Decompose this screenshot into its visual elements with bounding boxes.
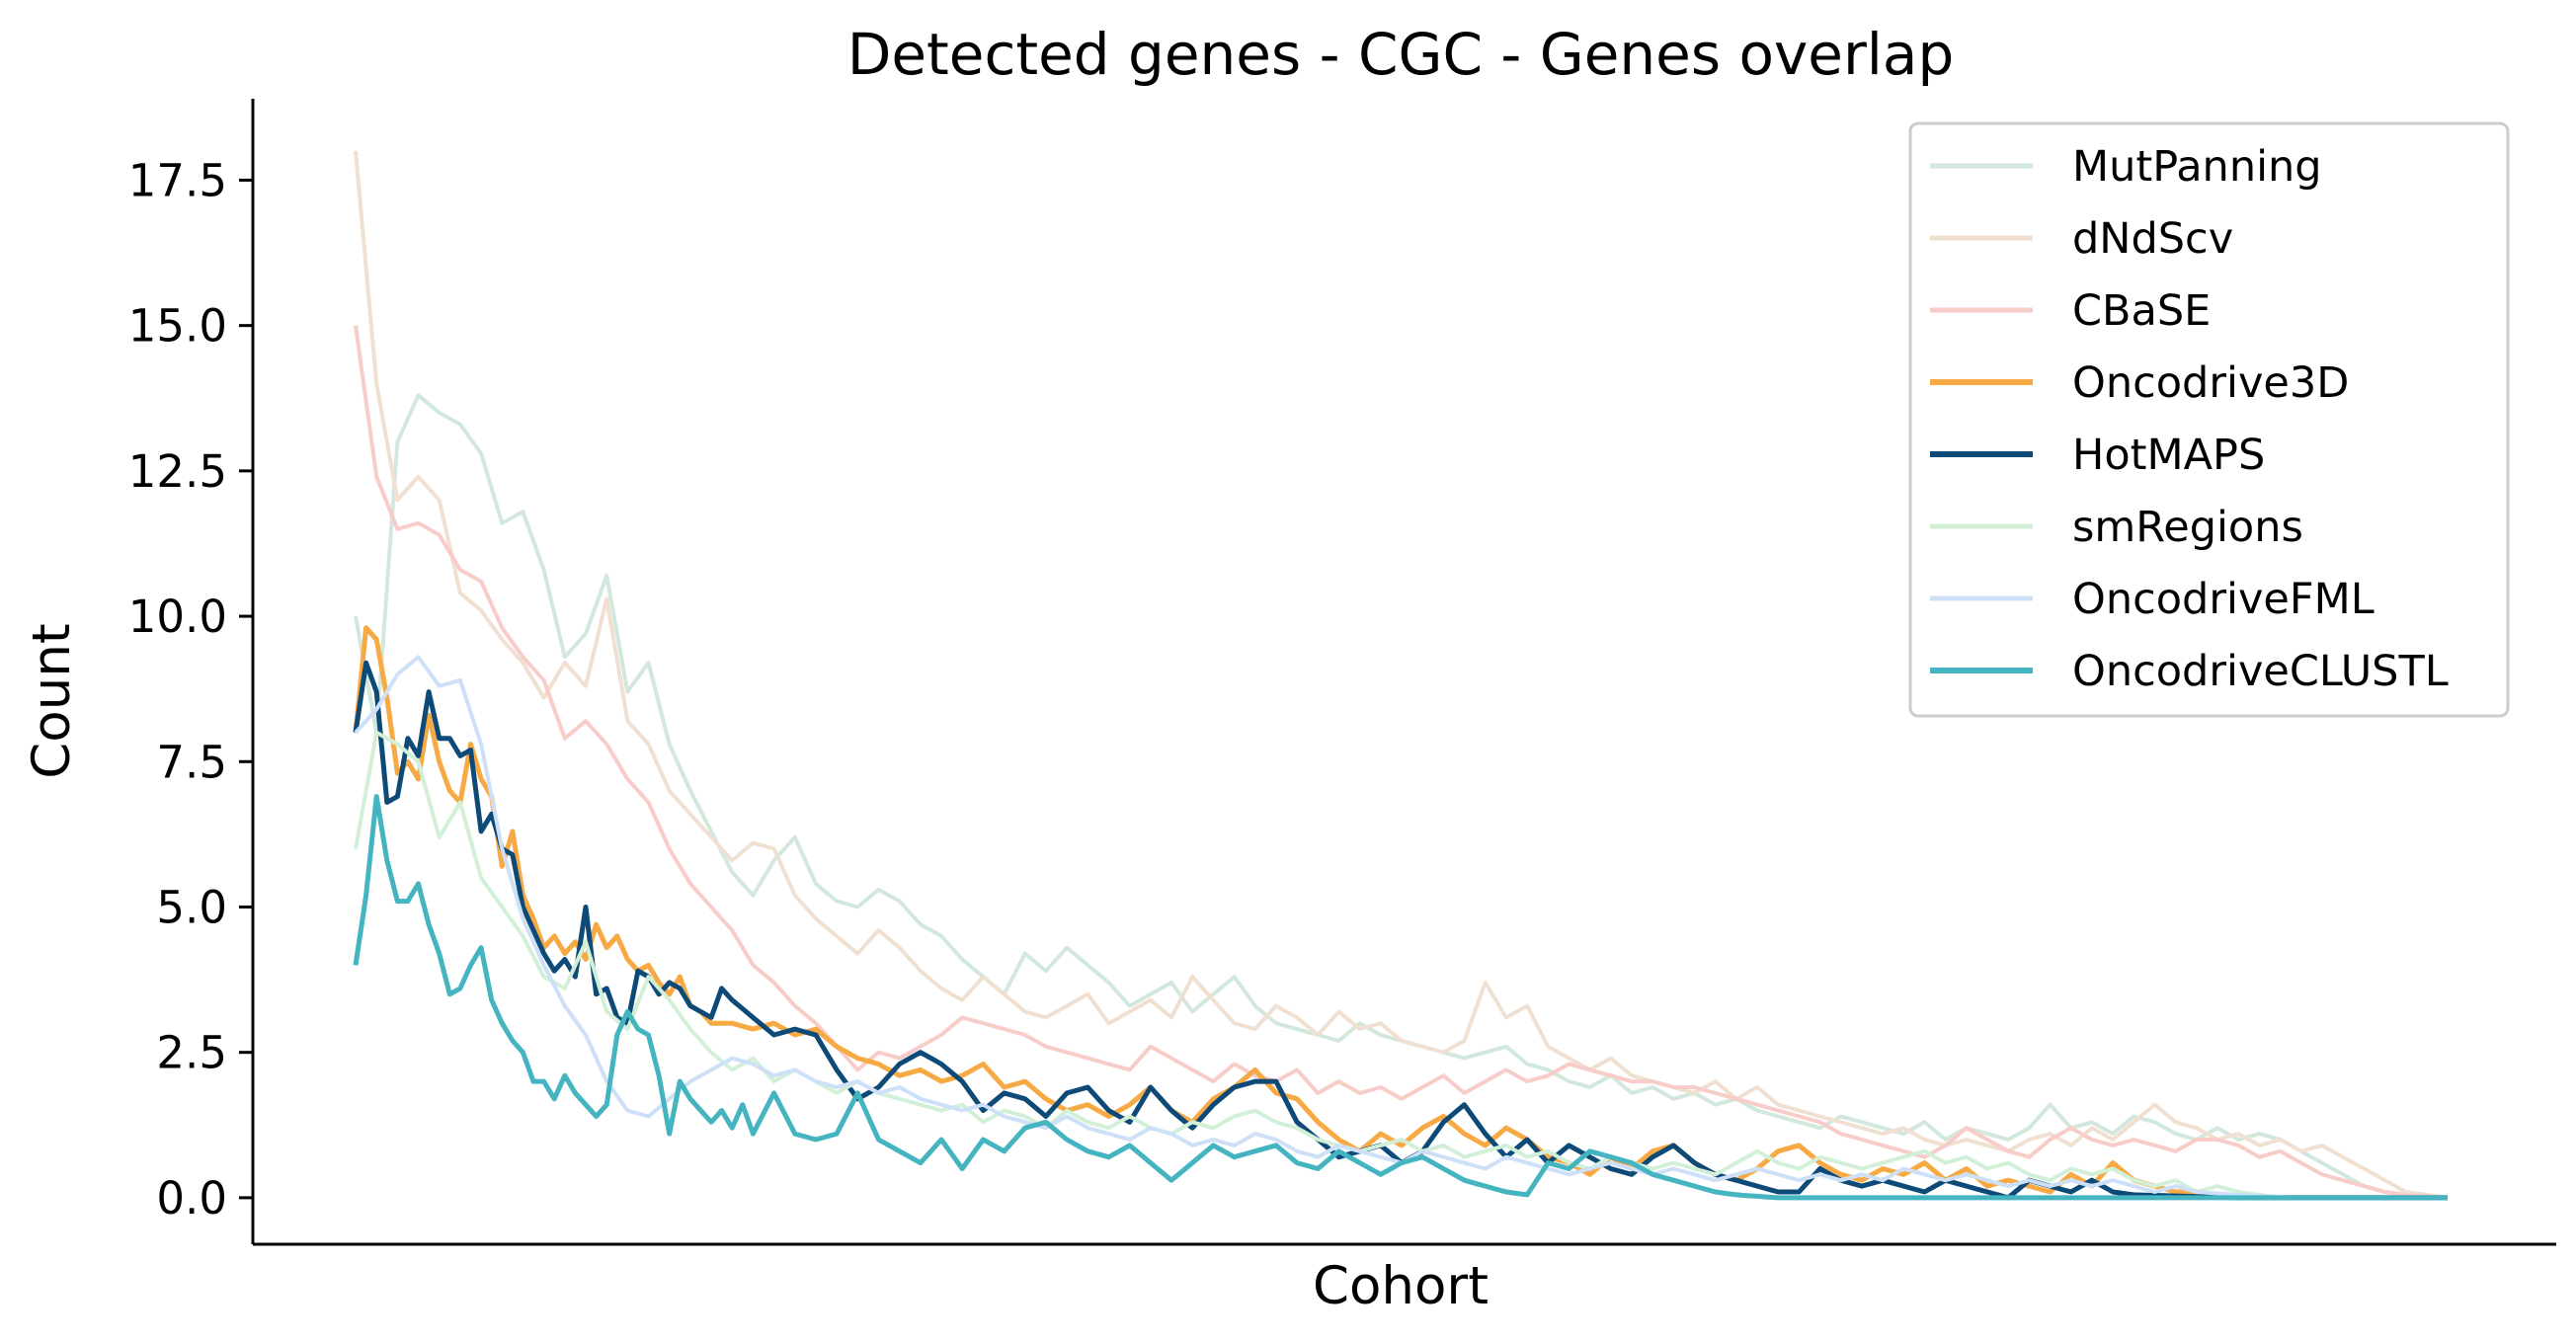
y-tick-label: 17.5 xyxy=(128,154,227,206)
series-line-dndscv xyxy=(354,150,2449,1200)
legend-label-cbase: CBaSE xyxy=(2072,286,2211,336)
x-axis-label: Cohort xyxy=(1313,1256,1489,1316)
legend-frame xyxy=(1908,121,2510,718)
legend-label-hotmaps: HotMAPS xyxy=(2072,431,2265,480)
legend-label-mutpanning: MutPanning xyxy=(2072,142,2322,192)
legend-label-smregions: smRegions xyxy=(2072,503,2303,552)
y-tick-label: 7.5 xyxy=(156,736,227,788)
y-tick-label: 12.5 xyxy=(128,445,227,498)
y-tick-label: 15.0 xyxy=(128,300,227,353)
series-line-cbase xyxy=(354,325,2449,1200)
legend-label-dndscv: dNdScv xyxy=(2072,214,2233,264)
y-axis-label: Count xyxy=(22,623,82,778)
y-tick-label: 5.0 xyxy=(156,881,227,933)
chart-title: Detected genes - CGC - Genes overlap xyxy=(847,21,1955,88)
y-ticks: 0.0 2.5 5.0 7.5 10.0 12.5 15.0 17.5 xyxy=(128,154,253,1224)
legend-label-oncodriveclustl: OncodriveCLUSTL xyxy=(2072,647,2449,696)
y-tick-label: 2.5 xyxy=(156,1027,227,1079)
y-tick-label: 10.0 xyxy=(128,591,227,643)
legend-label-oncodrive3d: Oncodrive3D xyxy=(2072,358,2349,408)
plot-area xyxy=(353,150,2449,1201)
series-line-smregions xyxy=(354,730,2448,1200)
legend: MutPanning dNdScv CBaSE Oncodrive3D HotMAPS s… xyxy=(1908,121,2510,718)
legend-label-oncodrivefml: OncodriveFML xyxy=(2072,575,2375,624)
y-tick-label: 0.0 xyxy=(156,1172,227,1224)
series-line-oncodriveclustl xyxy=(353,794,2448,1201)
